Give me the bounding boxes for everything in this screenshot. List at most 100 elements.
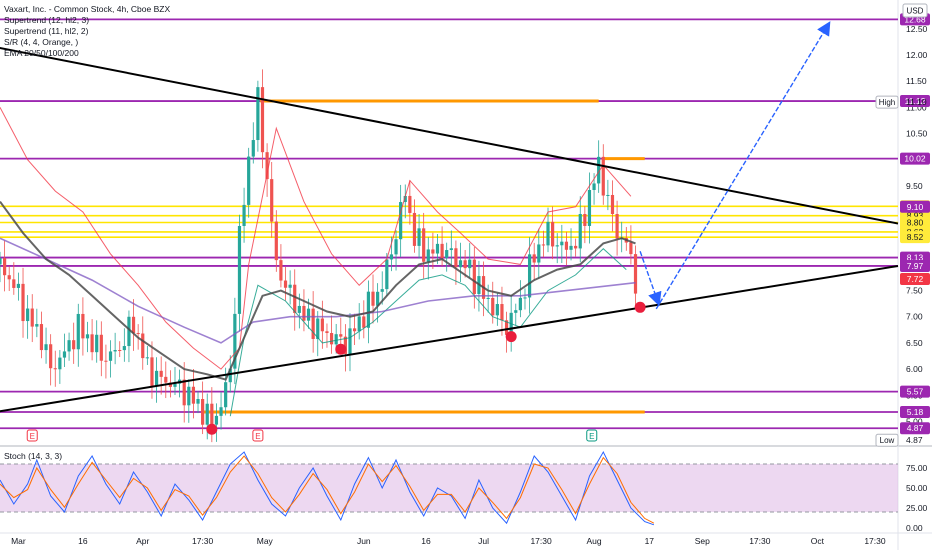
candle-body: [532, 254, 536, 263]
time-tick-label: Oct: [811, 536, 825, 546]
candle-body: [164, 376, 168, 383]
stoch-d-line: [0, 455, 655, 524]
candle-body: [21, 283, 25, 322]
candle-body: [468, 259, 472, 269]
price-tick-label: 7.00: [906, 312, 923, 322]
price-tick-label: 11.50: [906, 76, 927, 86]
price-badge: 11.12: [905, 96, 926, 106]
candle-body: [569, 245, 573, 250]
trendline-3: [639, 251, 662, 307]
candle-body: [610, 194, 615, 214]
candle-body: [495, 304, 499, 316]
price-badge: 5.57: [907, 387, 924, 397]
stoch-tick-label: 75.00: [906, 463, 928, 473]
candle-body: [422, 228, 426, 262]
candle-body: [3, 258, 7, 276]
price-tick-label: 5.00: [906, 416, 923, 426]
candle-body: [104, 360, 108, 362]
candle-body: [574, 245, 578, 249]
trendline-0: [0, 46, 899, 225]
candle-body: [491, 297, 495, 316]
earnings-label: E: [30, 432, 35, 441]
low-value: 4.87: [906, 435, 923, 445]
candle-body: [412, 212, 417, 246]
stoch-tick-label: 0.00: [906, 523, 923, 533]
candle-body: [504, 320, 509, 335]
candle-body: [371, 291, 375, 306]
candle-body: [67, 340, 71, 352]
candle-body: [633, 254, 638, 294]
indicator-supertrend-12[interactable]: Supertrend (12, hl2, 3): [4, 15, 90, 25]
trendline-1: [0, 264, 899, 413]
pivot-low-marker: [505, 331, 517, 343]
candle-body: [150, 357, 154, 386]
candle-body: [76, 313, 80, 350]
indicator-supertrend-11[interactable]: Supertrend (11, hl2, 2): [4, 26, 89, 36]
price-badge-bg: [900, 273, 930, 286]
stoch-indicator-label[interactable]: Stoch (14, 3, 3): [4, 451, 63, 461]
candle-body: [334, 334, 338, 345]
candle-body: [159, 370, 163, 377]
candle-body: [127, 316, 131, 347]
indicator-sr[interactable]: S/R (4, 4, Orange, ): [4, 37, 79, 47]
high-label: High: [879, 98, 895, 107]
candle-body: [95, 334, 99, 353]
candle-body: [131, 316, 136, 334]
candle-body: [366, 291, 371, 328]
price-tick-label: 6.00: [906, 364, 923, 374]
price-badge-bg: [900, 231, 930, 244]
candle-body: [541, 244, 546, 246]
earnings-label: E: [589, 432, 594, 441]
candle-body: [445, 250, 449, 258]
candle-body: [583, 213, 587, 226]
stoch-tick-label: 50.00: [906, 483, 928, 493]
price-badge: 8.93: [907, 211, 924, 221]
earnings-label: E: [255, 432, 260, 441]
price-badge-bg: [900, 95, 930, 108]
candle-body: [551, 221, 555, 247]
indicator-ema[interactable]: EMA 20/50/100/200: [4, 48, 79, 58]
candle-body: [233, 313, 237, 369]
ema-purple-line: [0, 237, 636, 344]
candle-body: [39, 324, 44, 351]
price-badge-bg: [900, 406, 930, 419]
candle-body: [454, 248, 458, 268]
candle-body: [555, 245, 559, 247]
candle-body: [205, 403, 209, 425]
candle-body: [182, 379, 186, 406]
price-badge: 7.72: [907, 274, 924, 284]
candle-body: [537, 244, 541, 263]
candle-body: [12, 279, 16, 288]
candle-body: [399, 202, 403, 240]
candle-body: [458, 260, 463, 268]
candle-body: [251, 140, 255, 157]
candle-body: [564, 241, 569, 250]
price-tick-label: 12.00: [906, 50, 928, 60]
price-tick-label: 10.50: [906, 129, 928, 139]
time-tick-label: 16: [78, 536, 88, 546]
candle-body: [242, 204, 246, 226]
candle-body: [58, 357, 62, 370]
candle-body: [288, 284, 292, 288]
candle-body: [449, 248, 453, 251]
chart-legend: Vaxart, Inc. - Common Stock, 4h, Cboe BZ…: [4, 4, 170, 59]
time-tick-label: May: [257, 536, 274, 546]
candle-body: [362, 316, 366, 328]
earnings-marker: [252, 429, 264, 442]
price-badge-bg: [900, 259, 930, 272]
candle-body: [72, 340, 76, 350]
candle-body: [154, 370, 159, 386]
candle-body: [385, 259, 389, 290]
candle-body: [514, 310, 518, 313]
price-tick-label: 7.50: [906, 286, 923, 296]
time-tick-label: Aug: [586, 536, 601, 546]
candle-body: [426, 249, 430, 262]
candle-body: [560, 241, 564, 246]
candle-body: [592, 183, 596, 190]
candle-body: [329, 333, 334, 345]
pivot-low-marker: [634, 301, 646, 313]
earnings-marker: [26, 429, 38, 442]
time-tick-label: Sep: [695, 536, 710, 546]
